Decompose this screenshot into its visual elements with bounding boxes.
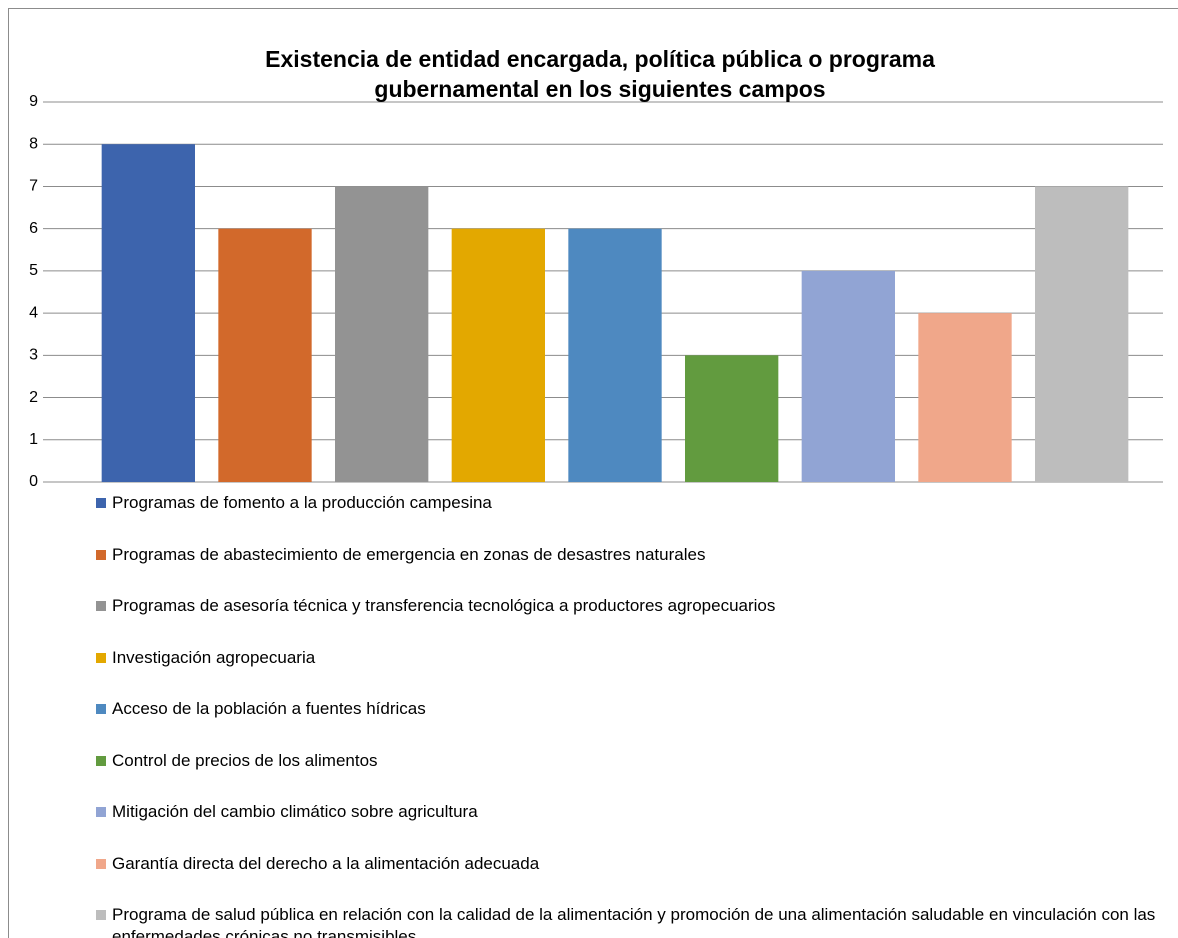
legend-label: Garantía directa del derecho a la alimen… bbox=[112, 853, 540, 873]
y-tick-label: 0 bbox=[29, 473, 38, 490]
legend-item: Control de precios de los alimentos bbox=[96, 750, 1156, 772]
bar bbox=[335, 186, 429, 482]
bar bbox=[451, 228, 545, 482]
legend-item: Programa de salud pública en relación co… bbox=[96, 904, 1156, 938]
bar bbox=[918, 313, 1012, 482]
chart-title: Existencia de entidad encargada, polític… bbox=[265, 46, 935, 102]
legend-item: Garantía directa del derecho a la alimen… bbox=[96, 853, 1156, 875]
legend-item: Programas de abastecimiento de emergenci… bbox=[96, 544, 1156, 566]
legend-marker bbox=[96, 601, 106, 611]
legend-label: Acceso de la población a fuentes hídrica… bbox=[112, 699, 426, 718]
legend-label: Programa de salud pública en relación co… bbox=[112, 905, 1156, 938]
legend-label: Programas de asesoría técnica y transfer… bbox=[112, 596, 776, 615]
legend-item: Programas de asesoría técnica y transfer… bbox=[96, 595, 1156, 617]
y-tick-label: 9 bbox=[29, 93, 38, 110]
legend-label: Mitigación del cambio climático sobre ag… bbox=[112, 802, 478, 821]
y-tick-label: 2 bbox=[29, 389, 38, 406]
legend-item: Programas de fomento a la producción cam… bbox=[96, 492, 1156, 514]
y-tick-label: 5 bbox=[29, 262, 38, 279]
chart-border bbox=[8, 8, 1178, 938]
legend-item: Investigación agropecuaria bbox=[96, 647, 1156, 669]
bar bbox=[685, 355, 779, 482]
y-tick-label: 6 bbox=[29, 220, 38, 237]
bar bbox=[101, 144, 195, 482]
y-tick-label: 4 bbox=[29, 304, 38, 321]
y-tick-label: 1 bbox=[29, 431, 38, 448]
bar bbox=[1035, 186, 1129, 482]
legend-item: Mitigación del cambio climático sobre ag… bbox=[96, 801, 1156, 823]
y-tick-label: 3 bbox=[29, 347, 38, 364]
y-tick-label: 7 bbox=[29, 178, 38, 195]
legend-label: Programas de abastecimiento de emergenci… bbox=[112, 544, 706, 564]
legend-marker bbox=[96, 755, 106, 766]
bar bbox=[801, 270, 895, 482]
legend-label: Investigación agropecuaria bbox=[112, 647, 316, 667]
y-tick-label: 8 bbox=[29, 135, 38, 152]
legend-marker bbox=[96, 858, 106, 869]
legend-marker bbox=[96, 498, 106, 508]
legend-marker bbox=[96, 652, 106, 663]
legend-label: Programas de fomento a la producción cam… bbox=[112, 493, 492, 512]
bar bbox=[568, 228, 662, 482]
legend-marker bbox=[96, 704, 106, 714]
legend-marker bbox=[96, 910, 106, 920]
legend-marker bbox=[96, 549, 106, 560]
legend-item: Acceso de la población a fuentes hídrica… bbox=[96, 698, 1156, 720]
legend-label: Control de precios de los alimentos bbox=[112, 750, 378, 770]
legend-marker bbox=[96, 807, 106, 817]
bar bbox=[218, 228, 312, 482]
